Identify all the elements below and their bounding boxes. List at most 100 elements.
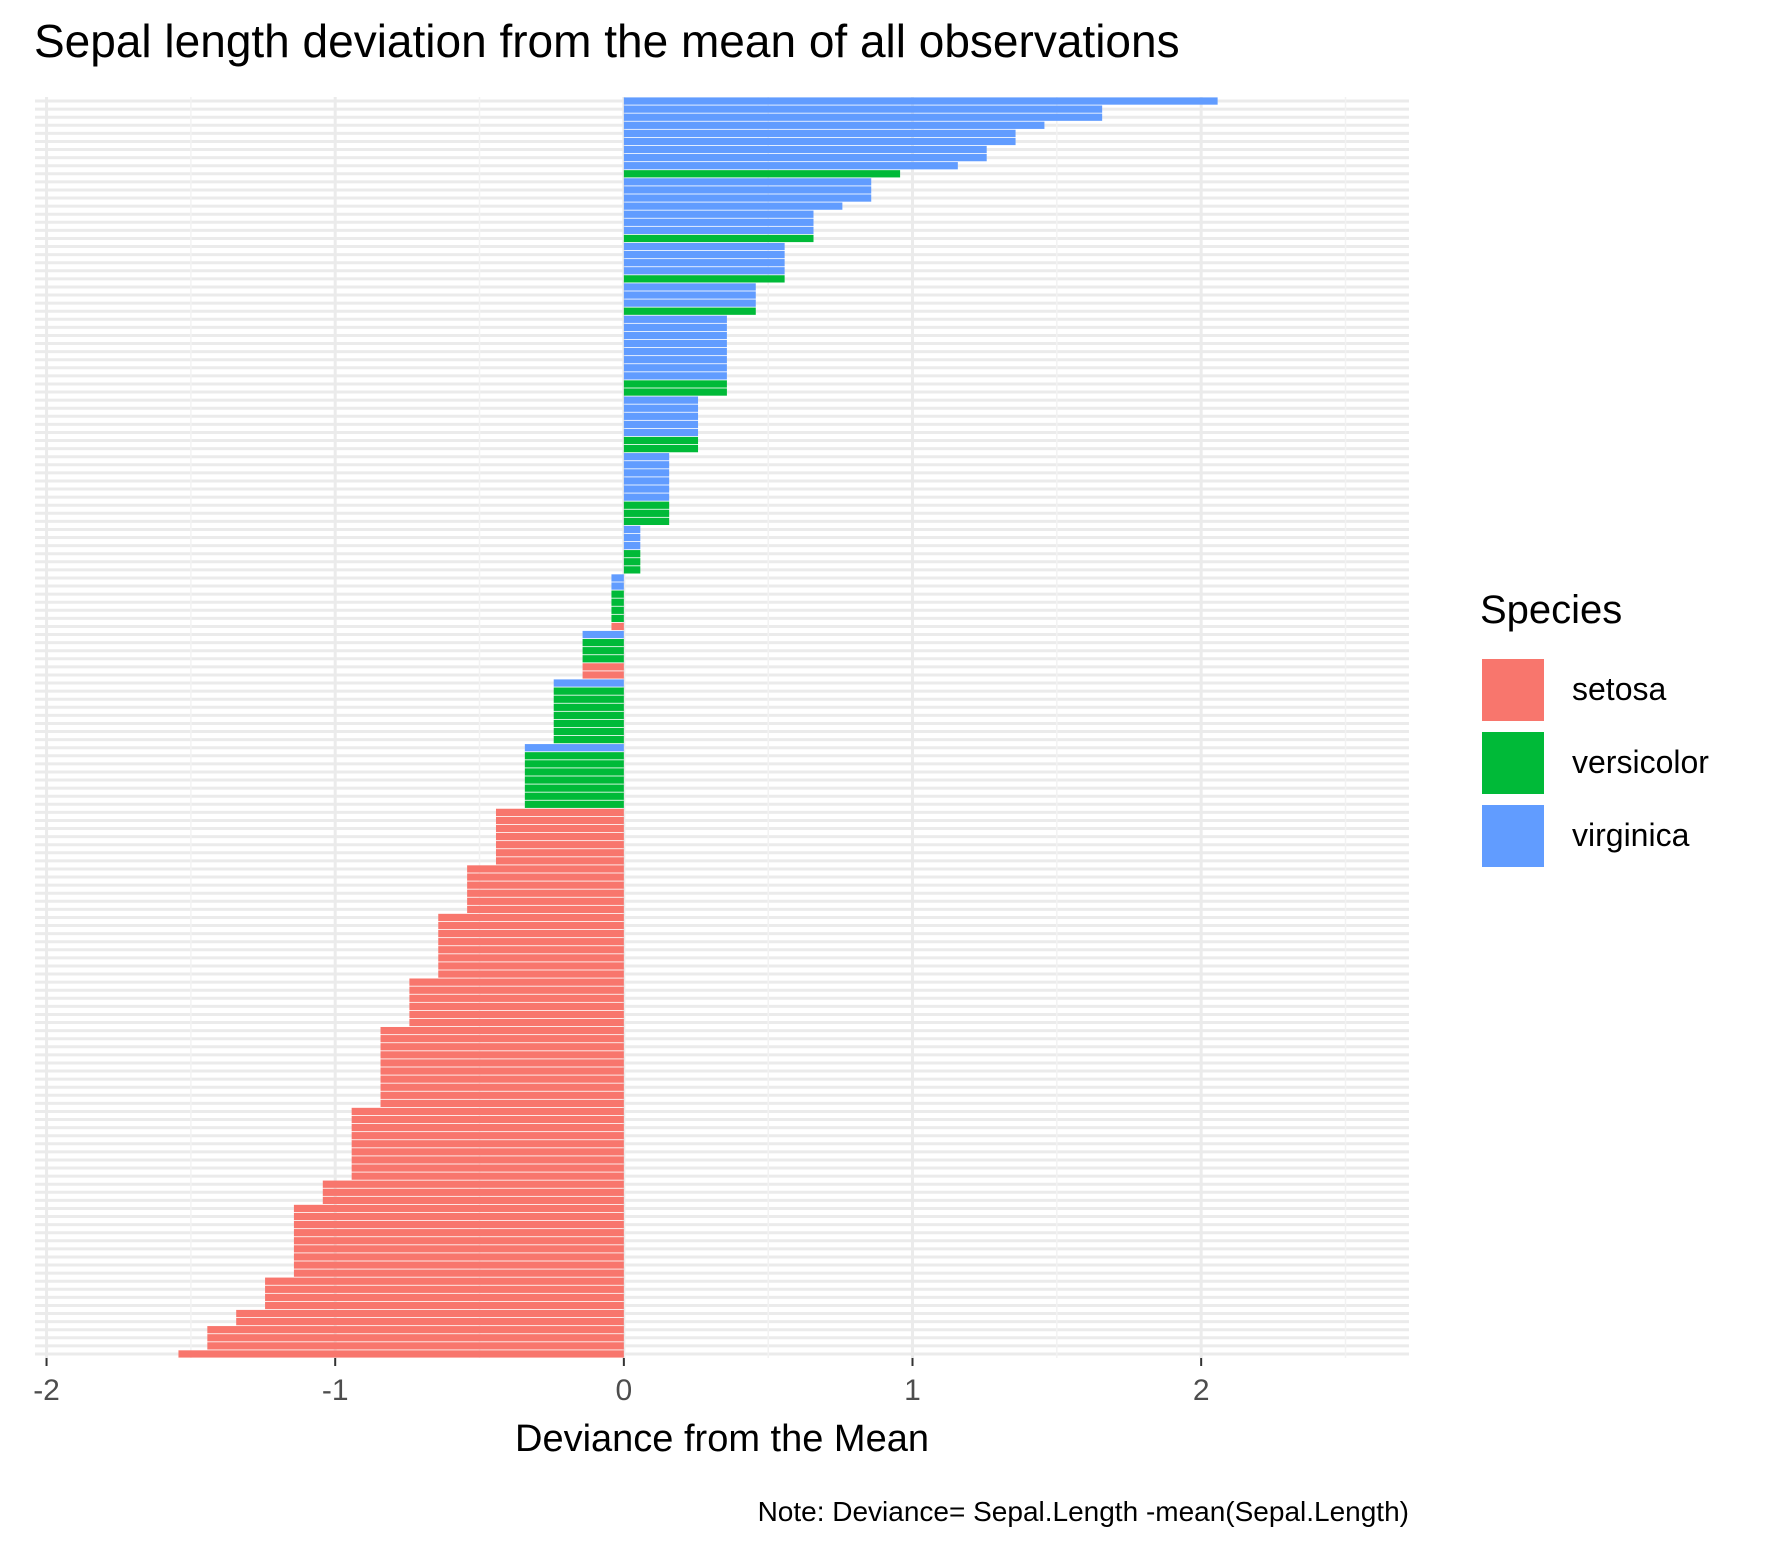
bar — [623, 226, 814, 235]
bar — [265, 1277, 624, 1285]
bar — [623, 145, 987, 154]
bar — [553, 735, 624, 744]
bar — [438, 913, 624, 922]
bar — [293, 1212, 624, 1221]
bar — [623, 388, 727, 396]
bar — [322, 1180, 624, 1188]
bar — [293, 1237, 624, 1245]
bar — [623, 541, 641, 550]
bar — [623, 331, 727, 340]
bar — [623, 356, 727, 364]
x-tick-label: 1 — [904, 1374, 921, 1407]
bar — [623, 323, 727, 332]
bar — [495, 824, 624, 833]
bar — [582, 630, 624, 639]
bar — [623, 242, 785, 251]
bar — [351, 1115, 624, 1124]
bar — [380, 1099, 624, 1108]
bar — [495, 849, 624, 857]
x-tick-label: -2 — [33, 1374, 60, 1407]
legend-label-virginica: virginica — [1572, 817, 1690, 853]
bar — [380, 1075, 624, 1083]
bar — [623, 121, 1045, 129]
bar — [293, 1269, 624, 1277]
bar — [582, 663, 624, 671]
bar — [623, 153, 987, 162]
bar — [409, 994, 624, 1002]
bar — [524, 760, 624, 768]
bar — [582, 638, 624, 647]
chart-caption: Note: Deviance= Sepal.Length -mean(Sepal… — [757, 1496, 1409, 1527]
bar — [467, 865, 624, 873]
bar — [293, 1204, 624, 1213]
bar — [409, 978, 624, 986]
bar — [553, 695, 624, 703]
bar — [495, 816, 624, 825]
bar — [495, 808, 624, 817]
legend-title: Species — [1480, 588, 1623, 632]
bar — [623, 250, 785, 259]
bar — [623, 428, 699, 437]
bar — [495, 857, 624, 865]
bar — [623, 517, 670, 526]
bar — [524, 784, 624, 792]
bar — [236, 1317, 624, 1326]
bar — [623, 396, 699, 404]
bar — [293, 1253, 624, 1261]
bar — [438, 970, 624, 978]
bar — [380, 1083, 624, 1091]
bar — [467, 873, 624, 881]
bar — [467, 889, 624, 897]
bar — [351, 1156, 624, 1164]
bar — [611, 582, 624, 590]
bar — [623, 501, 670, 509]
bar — [495, 841, 624, 849]
x-tick-label: -1 — [322, 1374, 349, 1407]
bar — [623, 291, 756, 299]
bar — [524, 752, 624, 760]
bar — [438, 954, 624, 962]
bar — [380, 1051, 624, 1059]
bar — [623, 493, 670, 501]
legend-key-virginica — [1480, 802, 1546, 869]
bar — [623, 178, 872, 186]
bar — [623, 218, 814, 226]
bar — [623, 339, 727, 348]
bar — [438, 921, 624, 930]
legend: Species setosa versicolor virginica — [1480, 588, 1709, 872]
bar — [293, 1245, 624, 1253]
bar — [623, 267, 785, 275]
bar — [582, 671, 624, 679]
bar — [623, 347, 727, 356]
bar — [623, 162, 958, 170]
bar — [409, 1002, 624, 1011]
bar — [553, 687, 624, 695]
bar — [623, 412, 699, 420]
bar — [178, 1350, 624, 1358]
bar — [438, 938, 624, 946]
bar — [611, 606, 624, 614]
legend-item-versicolor: versicolor — [1480, 726, 1709, 799]
bar — [623, 558, 641, 566]
bar — [380, 1026, 624, 1035]
bar — [467, 881, 624, 889]
bar — [623, 461, 670, 469]
bar — [623, 129, 1016, 138]
bar — [265, 1285, 624, 1293]
bar — [553, 703, 624, 711]
bar — [438, 946, 624, 954]
bar — [623, 307, 756, 315]
bar — [265, 1293, 624, 1302]
legend-label-setosa: setosa — [1572, 671, 1667, 707]
bar — [293, 1220, 624, 1229]
bar — [351, 1107, 624, 1116]
bar — [380, 1059, 624, 1067]
bar — [293, 1261, 624, 1269]
bar — [623, 234, 814, 243]
bar — [553, 711, 624, 720]
bar — [351, 1123, 624, 1132]
bar — [524, 744, 624, 752]
bar — [553, 719, 624, 728]
bar — [623, 436, 699, 445]
bar — [623, 202, 843, 210]
